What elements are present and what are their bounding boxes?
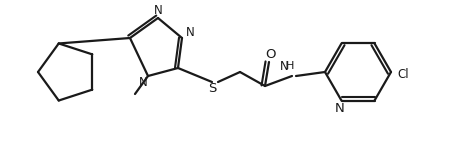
Text: N: N bbox=[335, 102, 345, 115]
Text: N: N bbox=[280, 59, 288, 72]
Text: N: N bbox=[154, 4, 162, 18]
Text: S: S bbox=[208, 82, 216, 94]
Text: N: N bbox=[138, 76, 147, 90]
Text: O: O bbox=[266, 48, 276, 60]
Text: Cl: Cl bbox=[397, 68, 409, 80]
Text: H: H bbox=[286, 61, 294, 71]
Text: N: N bbox=[186, 26, 194, 39]
